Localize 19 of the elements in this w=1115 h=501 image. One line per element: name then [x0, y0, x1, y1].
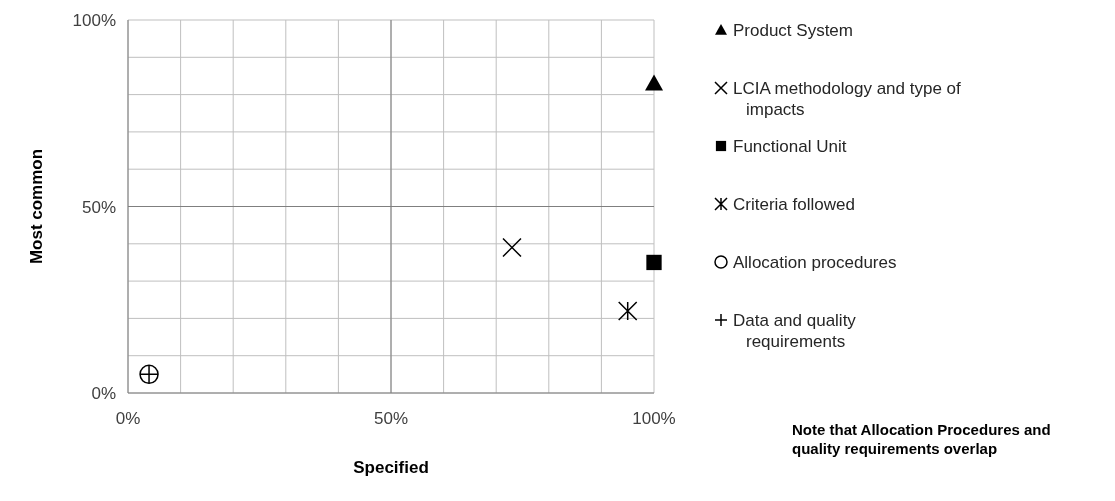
point [645, 74, 663, 91]
x-tick-label: 50% [373, 409, 409, 428]
x-axis-title: Specified [353, 458, 429, 477]
y-axis-title: Most common [27, 148, 46, 265]
x-tick-label: 0% [115, 409, 141, 428]
x-tick-label: 100% [632, 409, 676, 428]
legend-label: Allocation procedures [733, 253, 897, 272]
legend-label: LCIA methodology and type of impacts [733, 79, 962, 119]
legend-label: Data and quality requirements [733, 311, 857, 351]
y-tick-label: 50% [81, 197, 116, 217]
point [617, 301, 638, 321]
point [502, 237, 522, 258]
y-tick-label: 100% [72, 11, 116, 30]
legend-label: Criteria followed [733, 195, 855, 214]
text: Note that Allocation Procedures and quality requirements overlap [792, 421, 1051, 457]
point [646, 254, 662, 271]
legend-label: Product System [733, 21, 853, 40]
legend-label: Functional Unit [733, 137, 847, 156]
y-tick-label: 0% [91, 384, 116, 403]
